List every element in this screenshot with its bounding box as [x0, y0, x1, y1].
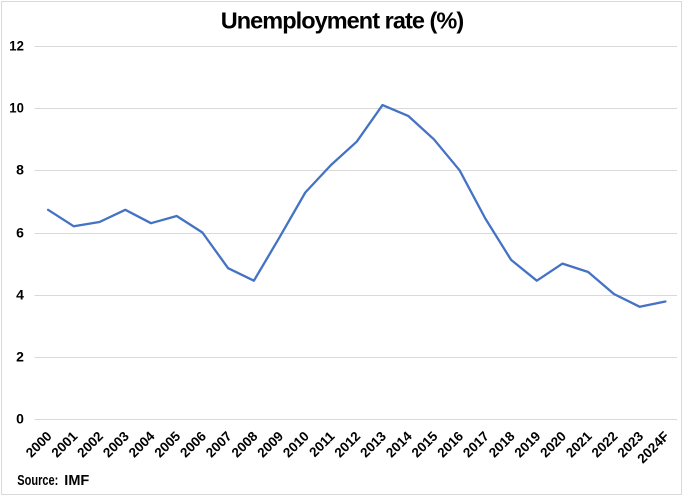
svg-text:4: 4	[16, 286, 24, 302]
svg-text:12: 12	[9, 37, 24, 53]
svg-text:10: 10	[9, 99, 24, 115]
svg-text:0: 0	[16, 410, 24, 426]
svg-text:2: 2	[16, 348, 24, 364]
svg-text:8: 8	[16, 161, 24, 177]
svg-text:6: 6	[16, 224, 24, 240]
svg-text:Source:: Source:	[17, 471, 58, 488]
svg-text:Unemployment rate (%): Unemployment rate (%)	[221, 8, 464, 34]
svg-text:IMF: IMF	[64, 473, 89, 489]
